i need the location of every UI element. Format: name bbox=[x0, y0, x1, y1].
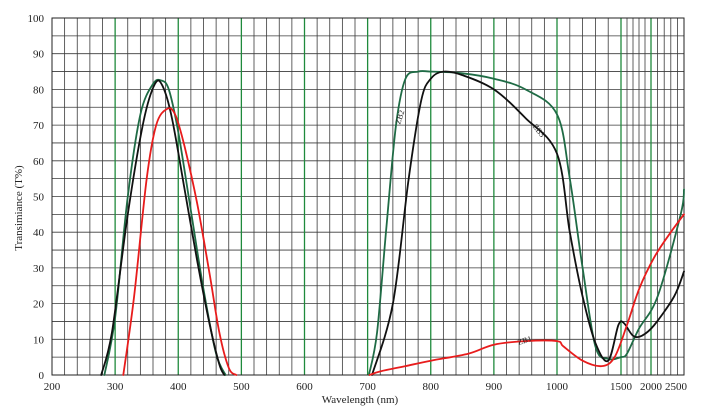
series-line-zb3 bbox=[371, 70, 685, 376]
y-tick-label: 70 bbox=[33, 120, 45, 132]
series-line-zb2 bbox=[368, 70, 685, 376]
y-tick-label: 60 bbox=[33, 156, 45, 168]
y-tick-label: 100 bbox=[28, 13, 45, 25]
y-tick-labels: 0 10 20 30 40 50 60 70 80 90 100 bbox=[28, 13, 45, 382]
y-tick-label: 20 bbox=[33, 299, 45, 311]
grid-lines bbox=[52, 17, 684, 376]
x-tick-label: 900 bbox=[486, 381, 503, 393]
x-tick-label: 500 bbox=[233, 381, 250, 393]
y-tick-label: 80 bbox=[33, 84, 45, 96]
series-line-zb2 bbox=[103, 78, 227, 376]
y-tick-label: 0 bbox=[39, 370, 45, 382]
x-tick-labels: 200 300 400 500 600 700 800 900 1000 1500 2000 2500 bbox=[44, 381, 688, 393]
series-line-zb1 bbox=[122, 107, 238, 376]
x-tick-label: 300 bbox=[107, 381, 124, 393]
x-tick-label: 2500 bbox=[665, 381, 688, 393]
series-line-zb3 bbox=[100, 79, 226, 376]
x-tick-label: 400 bbox=[170, 381, 187, 393]
y-tick-label: 50 bbox=[33, 192, 45, 204]
y-tick-label: 10 bbox=[33, 334, 45, 346]
y-tick-label: 90 bbox=[33, 49, 45, 61]
series-layer bbox=[100, 70, 685, 376]
y-tick-label: 30 bbox=[33, 263, 45, 275]
curve-label-zb1: ZB1 bbox=[516, 334, 532, 347]
x-tick-label: 1500 bbox=[610, 381, 633, 393]
curve-label-zb2: ZB2 bbox=[393, 109, 406, 125]
x-tick-label: 600 bbox=[296, 381, 313, 393]
x-tick-label: 2000 bbox=[640, 381, 663, 393]
y-axis-label: Transimiance (T%) bbox=[13, 165, 25, 251]
x-tick-label: 200 bbox=[44, 381, 61, 393]
x-axis-label: Wavelength (nm) bbox=[322, 394, 399, 406]
x-tick-label: 700 bbox=[359, 381, 376, 393]
series-line-zb1 bbox=[368, 213, 685, 376]
x-tick-label: 1000 bbox=[546, 381, 569, 393]
y-tick-label: 40 bbox=[33, 227, 45, 239]
x-tick-label: 800 bbox=[423, 381, 440, 393]
